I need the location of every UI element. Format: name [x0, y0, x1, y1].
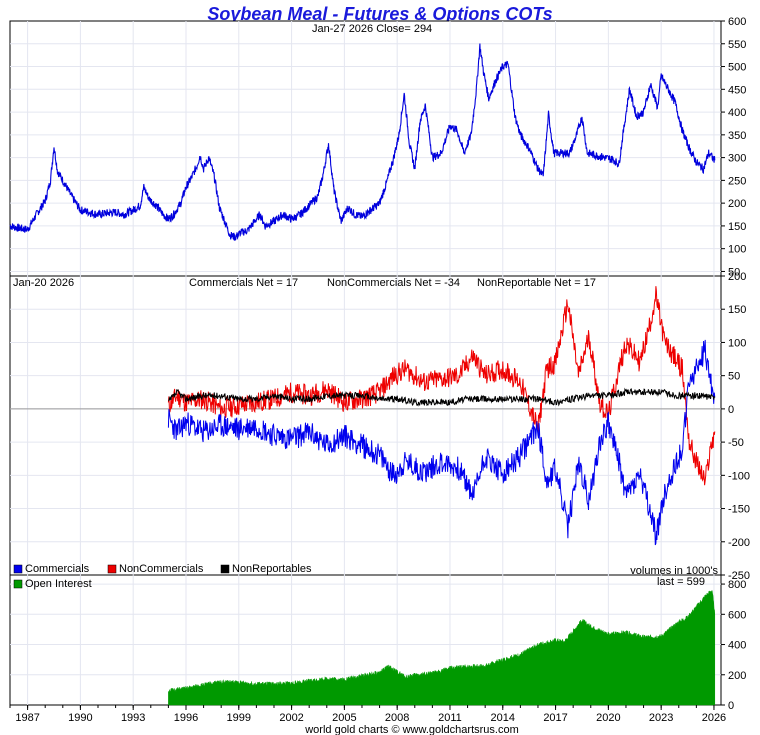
price-header: Jan-27 2026 Close= 294 [312, 23, 432, 35]
x-tick-label: 2008 [385, 712, 409, 724]
cot-header-date: Jan-20 2026 [13, 277, 74, 289]
x-tick-label: 1987 [15, 712, 39, 724]
oi-y-tick-label: 800 [728, 579, 746, 591]
x-tick-label: 2005 [332, 712, 356, 724]
price-y-tick-label: 550 [728, 39, 746, 51]
legend-swatch-noncommercials [107, 564, 117, 574]
axes: 1987 1990 1993 1996 1999 2002 2005 2008 2011 2014… [9, 16, 750, 724]
price-y-tick-label: 200 [728, 198, 746, 210]
price-panel-frame [9, 20, 722, 277]
cot-panel-frame [9, 275, 722, 576]
cot-y-tick-label: -200 [728, 537, 750, 549]
footer-credit: world gold charts © www.goldchartsrus.co… [304, 724, 519, 735]
legend-swatch-nonreportables [220, 564, 230, 574]
legend-label-open-interest: Open Interest [25, 578, 92, 590]
cot-y-tick-label: -50 [728, 437, 744, 449]
x-tick-label: 1993 [121, 712, 145, 724]
x-tick-label: 1990 [68, 712, 92, 724]
oi-y-tick-label: 0 [728, 700, 734, 712]
units-note: volumes in 1000's [630, 565, 718, 577]
oi-y-tick-label: 200 [728, 670, 746, 682]
commercials-net-label: Commercials Net = 17 [189, 277, 298, 289]
x-tick-label: 2011 [438, 712, 462, 724]
oi-y-tick-label: 400 [728, 640, 746, 652]
cot-y-tick-label: -150 [728, 504, 750, 516]
legend-label-noncommercials: NonCommercials [119, 563, 204, 575]
price-y-tick-label: 350 [728, 130, 746, 142]
open-interest-area [168, 590, 716, 706]
chart-title: Soybean Meal - Futures & Options COTs [207, 4, 552, 24]
cot-y-tick-label: -100 [728, 470, 750, 482]
cot-y-tick-label: 50 [728, 371, 740, 383]
legend-swatch-open-interest [13, 579, 23, 589]
noncommercials-net-label: NonCommercials Net = -34 [327, 277, 460, 289]
nonreportable-net-label: NonReportable Net = 17 [477, 277, 596, 289]
nonreportables-line [168, 387, 716, 407]
price-series [9, 43, 716, 241]
x-tick-label: 2023 [649, 712, 673, 724]
cot-y-tick-label: 0 [728, 404, 734, 416]
price-y-tick-label: 600 [728, 16, 746, 28]
legend-label-commercials: Commercials [25, 563, 90, 575]
price-y-tick-label: 250 [728, 175, 746, 187]
x-tick-label: 2014 [491, 712, 515, 724]
price-y-tick-label: 500 [728, 62, 746, 74]
cot-y-tick-label: 100 [728, 337, 746, 349]
oi-y-tick-label: 600 [728, 609, 746, 621]
price-y-tick-label: 150 [728, 221, 746, 233]
price-y-tick-label: 50 [728, 266, 740, 278]
x-tick-label: 2026 [702, 712, 726, 724]
oi-last-label: last = 599 [657, 576, 705, 588]
price-line [9, 43, 716, 241]
price-y-tick-label: 450 [728, 84, 746, 96]
x-tick-label: 2020 [596, 712, 620, 724]
x-tick-label: 1996 [174, 712, 198, 724]
price-y-tick-label: 100 [728, 244, 746, 256]
cot-y-tick-label: 150 [728, 304, 746, 316]
x-tick-label: 2002 [279, 712, 303, 724]
cot-y-tick-label: -250 [728, 570, 750, 582]
commercials-line [167, 339, 716, 546]
legend-swatch-commercials [13, 564, 23, 574]
legend-label-nonreportables: NonReportables [232, 563, 312, 575]
oi-series [168, 590, 716, 706]
cot-series [167, 286, 716, 546]
price-y-tick-label: 300 [728, 153, 746, 165]
price-y-tick-label: 400 [728, 107, 746, 119]
cot-y-tick-label: 200 [728, 271, 746, 283]
x-tick-label: 2017 [543, 712, 567, 724]
x-tick-label: 1999 [227, 712, 251, 724]
